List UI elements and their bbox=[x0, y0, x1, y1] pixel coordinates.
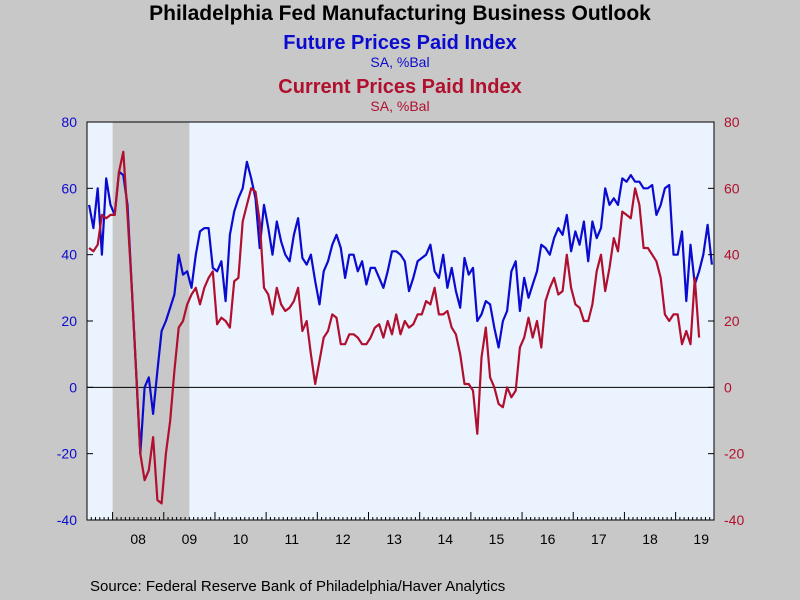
current-prices-line bbox=[88, 150, 701, 505]
right-tick-label: 80 bbox=[724, 114, 740, 130]
year-label: 10 bbox=[233, 531, 249, 547]
left-tick-label: 40 bbox=[61, 247, 77, 263]
right-tick-label: -20 bbox=[724, 446, 744, 462]
left-tick-label: 80 bbox=[61, 114, 77, 130]
year-label: 15 bbox=[489, 531, 505, 547]
x-axis: 08 09 10 11 12 13 14 15 16 17 18 19 bbox=[90, 512, 711, 547]
right-tick-label: 40 bbox=[724, 247, 740, 263]
current-series-unit: SA, %Bal bbox=[370, 98, 430, 114]
plot-background bbox=[87, 122, 714, 520]
year-label: 19 bbox=[693, 531, 709, 547]
left-axis: 80 60 40 20 0 -20 -40 bbox=[57, 114, 93, 528]
year-label: 11 bbox=[284, 531, 299, 547]
year-label: 08 bbox=[130, 531, 146, 547]
year-label: 12 bbox=[335, 531, 351, 547]
year-label: 14 bbox=[437, 531, 453, 547]
right-axis: 80 60 40 20 0 -20 -40 bbox=[708, 114, 744, 528]
future-series-title: Future Prices Paid Index bbox=[283, 32, 517, 54]
left-tick-label: 60 bbox=[61, 180, 77, 196]
future-prices-line bbox=[88, 160, 713, 455]
year-label: 09 bbox=[182, 531, 198, 547]
right-tick-label: -40 bbox=[724, 512, 744, 528]
right-tick-label: 20 bbox=[724, 313, 740, 329]
chart-title: Philadelphia Fed Manufacturing Business … bbox=[149, 2, 651, 25]
left-tick-label: 0 bbox=[69, 379, 77, 395]
future-series-unit: SA, %Bal bbox=[370, 54, 430, 70]
left-tick-label: 20 bbox=[61, 313, 77, 329]
year-label: 16 bbox=[540, 531, 556, 547]
year-label: 18 bbox=[642, 531, 658, 547]
year-label: 17 bbox=[591, 531, 607, 547]
year-label: 13 bbox=[386, 531, 402, 547]
left-tick-label: -20 bbox=[57, 446, 77, 462]
right-tick-label: 0 bbox=[724, 379, 732, 395]
current-series-title: Current Prices Paid Index bbox=[278, 76, 522, 98]
source-note: Source: Federal Reserve Bank of Philadel… bbox=[90, 578, 506, 595]
right-tick-label: 60 bbox=[724, 180, 740, 196]
left-tick-label: -40 bbox=[57, 512, 77, 528]
